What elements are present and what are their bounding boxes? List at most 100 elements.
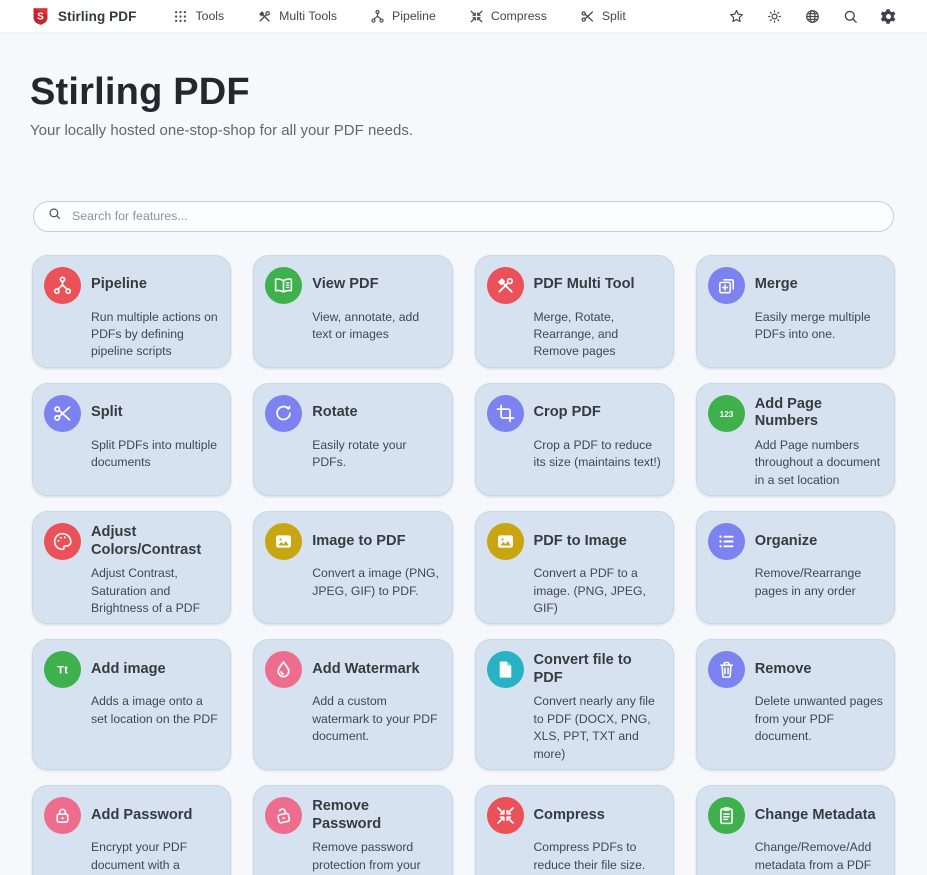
rotate-icon xyxy=(265,394,303,432)
svg-text:S: S xyxy=(37,11,44,22)
card-title: Crop PDF xyxy=(533,404,601,421)
card-title: Remove Password xyxy=(312,797,382,832)
stirling-logo-icon: S xyxy=(30,6,51,27)
tools-icon xyxy=(257,9,272,24)
grid-icon xyxy=(173,9,188,24)
nav-item-label: Pipeline xyxy=(392,9,436,23)
file-icon xyxy=(486,651,524,689)
trash-icon xyxy=(707,651,745,689)
feature-card-convert-file-to-pdf[interactable]: Convert file to PDF Convert nearly any f… xyxy=(474,639,674,771)
svg-text:Tt: Tt xyxy=(57,665,68,677)
feature-card-compress[interactable]: Compress Compress PDFs to reduce their f… xyxy=(474,785,674,875)
unlock-icon xyxy=(265,797,303,835)
brightness-icon[interactable] xyxy=(766,8,783,25)
card-description: Change/Remove/Add metadata from a PDF do… xyxy=(754,840,872,872)
svg-text:123: 123 xyxy=(719,409,733,419)
feature-card-add-page-numbers[interactable]: 123 Add Page Numbers Add Page numbers th… xyxy=(695,382,895,497)
card-title: Split xyxy=(91,404,123,421)
feature-card-merge[interactable]: Merge Easily merge multiple PDFs into on… xyxy=(695,254,895,368)
feature-card-image-to-pdf[interactable]: Image to PDF Convert a image (PNG, JPEG,… xyxy=(253,511,453,625)
clipboard-icon xyxy=(707,797,745,835)
nav-item-pipeline[interactable]: Pipeline xyxy=(370,9,436,24)
list-icon xyxy=(707,523,745,561)
crop-icon xyxy=(486,394,524,432)
search-wrap xyxy=(33,200,894,232)
feature-card-change-metadata[interactable]: Change Metadata Change/Remove/Add metada… xyxy=(695,785,895,875)
star-icon[interactable] xyxy=(728,8,745,25)
page-title: Stirling PDF xyxy=(30,71,250,113)
nav-actions xyxy=(728,8,897,25)
card-title: Rotate xyxy=(312,404,358,421)
card-description: Adjust Contrast, Saturation and Brightne… xyxy=(91,566,201,615)
card-title: Image to PDF xyxy=(312,532,406,549)
feature-search-input[interactable] xyxy=(72,209,880,223)
card-title: Remove xyxy=(754,661,812,678)
card-description: Crop a PDF to reduce its size (maintains… xyxy=(533,437,661,470)
card-description: Compress PDFs to reduce their file size. xyxy=(533,840,646,872)
gear-icon[interactable] xyxy=(880,8,897,25)
card-title: Pipeline xyxy=(91,276,147,293)
card-description: Add a custom watermark to your PDF docum… xyxy=(312,694,438,744)
feature-card-remove-password[interactable]: Remove Password Remove password protecti… xyxy=(253,785,453,875)
card-description: Adds a image onto a set location on the … xyxy=(91,694,218,726)
brand[interactable]: S Stirling PDF xyxy=(30,6,136,27)
card-description: Add Page numbers throughout a document i… xyxy=(754,437,881,487)
nav-item-split[interactable]: Split xyxy=(580,9,626,24)
card-title: Add Password xyxy=(91,806,193,823)
search-icon xyxy=(47,206,62,226)
feature-card-grid: Pipeline Run multiple actions on PDFs by… xyxy=(32,254,895,875)
feature-card-add-image[interactable]: Tt Add image Adds a image onto a set loc… xyxy=(32,639,232,771)
nav-item-tools[interactable]: Tools xyxy=(173,9,224,24)
card-title: Add image xyxy=(91,661,166,678)
book-open-icon xyxy=(265,266,303,304)
top-navbar: S Stirling PDF Tools Multi Tools Pipeline C… xyxy=(0,0,927,33)
nav-menu: Tools Multi Tools Pipeline Compress Split xyxy=(173,9,626,24)
nav-item-multi-tools[interactable]: Multi Tools xyxy=(257,9,337,24)
feature-card-view-pdf[interactable]: View PDF View, annotate, add text or ima… xyxy=(253,254,453,368)
page-subtitle: Your locally hosted one-stop-shop for al… xyxy=(30,121,413,139)
nav-item-label: Compress xyxy=(490,9,547,23)
card-title: View PDF xyxy=(312,276,379,293)
image-icon xyxy=(265,523,303,561)
nav-item-label: Split xyxy=(601,9,626,23)
search-icon[interactable] xyxy=(842,8,859,25)
pipeline-icon xyxy=(370,9,385,24)
card-description: Encrypt your PDF document with a passwor… xyxy=(91,840,188,872)
palette-icon xyxy=(44,523,81,561)
card-description: Convert nearly any file to PDF (DOCX, PN… xyxy=(533,694,655,761)
scissors-icon xyxy=(580,9,595,24)
card-description: View, annotate, add text or images xyxy=(312,309,420,341)
lock-icon xyxy=(44,797,81,835)
feature-card-adjust-colors-contrast[interactable]: Adjust Colors/Contrast Adjust Contrast, … xyxy=(32,511,232,625)
nav-item-label: Multi Tools xyxy=(279,9,338,23)
text-icon: Tt xyxy=(44,651,81,689)
scissors-icon xyxy=(44,394,81,432)
card-description: Merge, Rotate, Rearrange, and Remove pag… xyxy=(533,309,619,359)
feature-card-pdf-to-image[interactable]: PDF to Image Convert a PDF to a image. (… xyxy=(474,511,674,625)
compress-icon xyxy=(486,797,524,835)
card-title: Merge xyxy=(754,276,798,293)
globe-icon[interactable] xyxy=(804,8,821,25)
card-description: Run multiple actions on PDFs by defining… xyxy=(91,309,218,359)
card-description: Split PDFs into multiple documents xyxy=(91,437,217,470)
card-title: Adjust Colors/Contrast xyxy=(91,523,202,558)
card-title: Organize xyxy=(754,532,818,549)
feature-card-crop-pdf[interactable]: Crop PDF Crop a PDF to reduce its size (… xyxy=(474,382,674,497)
feature-card-split[interactable]: Split Split PDFs into multiple documents xyxy=(32,382,232,497)
tools-icon xyxy=(486,266,524,304)
feature-card-pipeline[interactable]: Pipeline Run multiple actions on PDFs by… xyxy=(32,254,232,368)
feature-card-add-watermark[interactable]: Add Watermark Add a custom watermark to … xyxy=(253,639,453,771)
card-description: Delete unwanted pages from your PDF docu… xyxy=(754,694,883,744)
merge-icon xyxy=(707,266,745,304)
feature-card-remove[interactable]: Remove Delete unwanted pages from your P… xyxy=(695,639,895,771)
feature-card-pdf-multi-tool[interactable]: PDF Multi Tool Merge, Rotate, Rearrange,… xyxy=(474,254,674,368)
feature-card-organize[interactable]: Organize Remove/Rearrange pages in any o… xyxy=(695,511,895,625)
image-icon xyxy=(486,523,524,561)
compress-icon xyxy=(469,9,484,24)
card-title: Add Page Numbers xyxy=(754,395,823,430)
card-title: Add Watermark xyxy=(312,661,420,678)
feature-card-add-password[interactable]: Add Password Encrypt your PDF document w… xyxy=(32,785,232,875)
nav-item-label: Tools xyxy=(195,9,225,23)
feature-card-rotate[interactable]: Rotate Easily rotate your PDFs. xyxy=(253,382,453,497)
nav-item-compress[interactable]: Compress xyxy=(469,9,547,24)
